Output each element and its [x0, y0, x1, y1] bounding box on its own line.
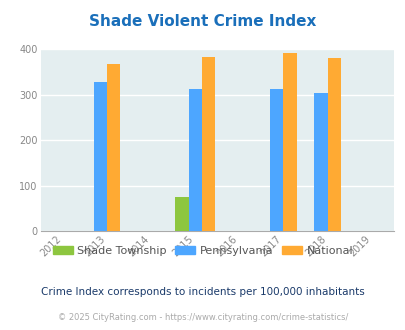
Text: Shade Violent Crime Index: Shade Violent Crime Index — [89, 14, 316, 29]
Bar — [269, 88, 283, 231]
Bar — [327, 58, 340, 231]
Bar — [175, 196, 188, 231]
Text: Crime Index corresponds to incidents per 100,000 inhabitants: Crime Index corresponds to incidents per… — [41, 287, 364, 297]
Bar — [313, 93, 327, 231]
Bar — [93, 82, 107, 231]
Bar — [283, 53, 296, 231]
Legend: Shade Township, Pennsylvania, National: Shade Township, Pennsylvania, National — [48, 241, 357, 260]
Bar — [107, 64, 120, 231]
Bar — [201, 57, 215, 231]
Text: © 2025 CityRating.com - https://www.cityrating.com/crime-statistics/: © 2025 CityRating.com - https://www.city… — [58, 313, 347, 322]
Bar — [188, 88, 201, 231]
